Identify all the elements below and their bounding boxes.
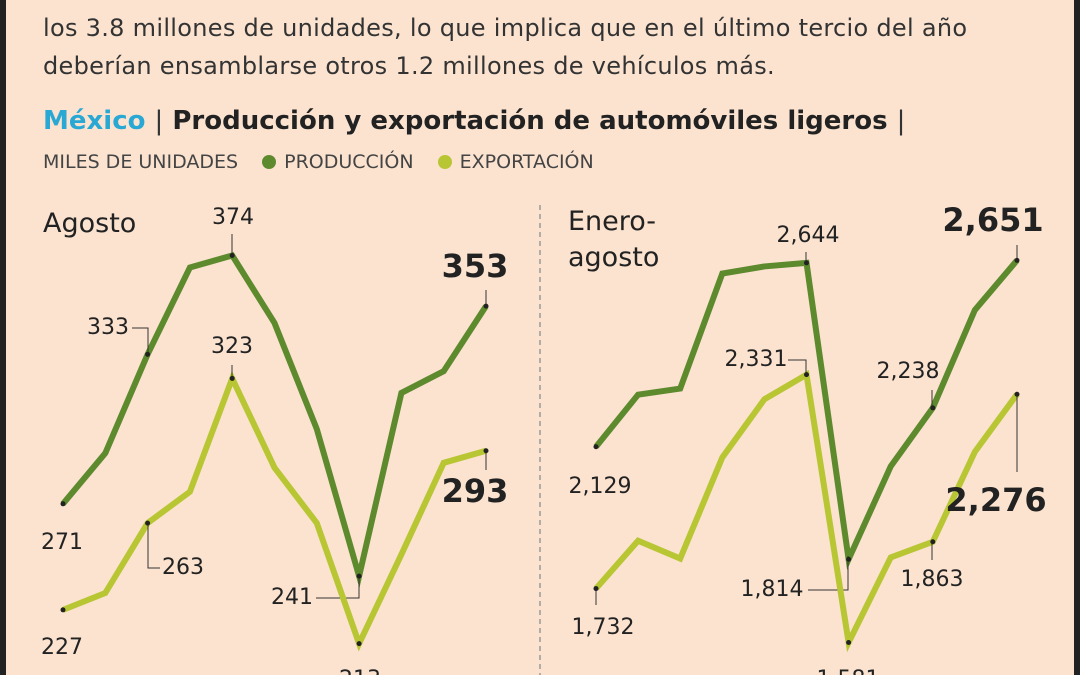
value-label: 1,814: [741, 577, 804, 602]
value-label: 2,644: [777, 223, 840, 248]
point: [593, 444, 599, 450]
separator: |: [896, 106, 906, 136]
value-label: 213: [339, 667, 381, 675]
value-label: 2,331: [725, 347, 788, 372]
point: [930, 539, 936, 545]
point: [804, 260, 809, 266]
panel-title: Enero-agosto: [568, 206, 660, 273]
value-label: 1,863: [901, 567, 964, 592]
legend-label: PRODUCCIÓN: [284, 151, 414, 173]
leader-line: [788, 359, 807, 375]
point: [1014, 391, 1020, 397]
value-label: 353: [442, 247, 509, 285]
legend-swatch: [262, 155, 277, 169]
legend: MILES DE UNIDADES PRODUCCIÓN EXPORTACIÓN: [43, 151, 594, 173]
point: [356, 573, 362, 579]
point: [60, 607, 66, 613]
leader-line: [132, 327, 149, 352]
chart-header: México | Producción y exportación de aut…: [43, 106, 905, 136]
unit-label: MILES DE UNIDADES: [43, 151, 239, 173]
legend-label: EXPORTACIÓN: [459, 151, 594, 173]
point: [1014, 257, 1020, 263]
panel-title: Agosto: [43, 208, 137, 239]
value-label: 271: [41, 530, 83, 555]
value-label: 293: [442, 472, 509, 510]
chart-heading: Producción y exportación de automóviles …: [172, 106, 888, 136]
value-label: 1,732: [572, 615, 635, 640]
value-label: 2,129: [569, 474, 632, 499]
intro-line: deberían ensamblarse otros 1.2 millones …: [43, 52, 775, 80]
value-label: 333: [87, 315, 129, 340]
value-label: 2,276: [945, 481, 1046, 519]
point: [60, 501, 66, 507]
point: [229, 252, 235, 258]
point: [483, 303, 489, 309]
point: [145, 520, 151, 526]
point: [930, 405, 936, 411]
point: [483, 448, 489, 454]
point: [145, 351, 151, 357]
point: [229, 375, 235, 381]
point: [846, 640, 852, 645]
series-line: [60, 251, 489, 589]
value-label: 1,581: [817, 667, 880, 675]
series-line: [61, 370, 487, 652]
value-label: 227: [41, 635, 83, 660]
value-label: 241: [271, 585, 313, 610]
legend-swatch: [437, 155, 452, 169]
value-label: 323: [211, 334, 253, 359]
country: México: [43, 106, 146, 136]
leader-line: [147, 522, 160, 569]
point: [593, 586, 599, 592]
point: [804, 372, 809, 378]
leader-line: [316, 575, 360, 599]
point: [356, 641, 362, 647]
value-label: 2,238: [877, 359, 940, 384]
point: [846, 556, 852, 562]
value-label: 374: [212, 205, 254, 230]
separator: |: [154, 106, 164, 136]
leader-line: [808, 556, 849, 591]
value-label: 263: [162, 555, 204, 580]
intro-line: los 3.8 millones de unidades, lo que imp…: [43, 14, 968, 42]
value-label: 2,651: [942, 201, 1043, 239]
